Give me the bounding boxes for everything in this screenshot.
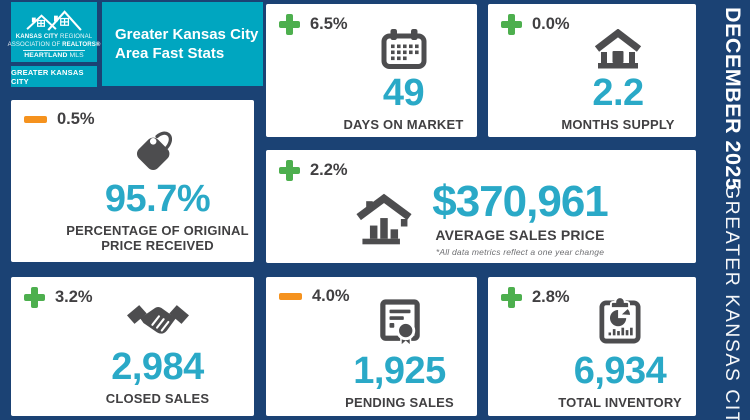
card-days-on-market: 6.5% 49 DAYS ON MARKET <box>266 4 477 137</box>
stat-value: 2,984 <box>111 346 204 388</box>
change-indicator: 4.0% <box>279 287 350 306</box>
stat-value: 2.2 <box>592 72 644 114</box>
report-title-box: Greater Kansas City Area Fast Stats <box>102 2 263 86</box>
logo-divider <box>23 49 85 51</box>
change-value: 0.0% <box>532 15 570 33</box>
stat-label: PERCENTAGE OF ORIGINAL PRICE RECEIVED <box>66 222 249 254</box>
house-chart-icon <box>356 193 412 244</box>
change-indicator: 2.2% <box>279 160 348 181</box>
change-indicator: 0.0% <box>501 14 570 35</box>
change-value: 2.2% <box>310 161 348 179</box>
stat-value: 6,934 <box>573 350 667 392</box>
logo-line-3: HEARTLAND MLS <box>24 52 84 60</box>
calendar-icon <box>381 29 426 69</box>
report-title: Greater Kansas City Area Fast Stats <box>115 25 259 63</box>
logo-text: KANSAS CITY REGIONAL ASSOCIATION OF REAL… <box>8 33 101 61</box>
change-indicator: 2.8% <box>501 287 570 308</box>
realtor-association-logo: KANSAS CITY REGIONAL ASSOCIATION OF REAL… <box>8 2 100 62</box>
handshake-icon <box>126 305 189 334</box>
two-houses-logo-icon <box>26 10 82 31</box>
change-value: 0.5% <box>57 110 95 128</box>
increase-plus-icon <box>279 14 300 35</box>
stat-label: CLOSED SALES <box>105 390 210 406</box>
stat-value: 49 <box>382 72 425 114</box>
card-closed-sales: 3.2% 2,984 CLOSED SALES <box>11 277 254 416</box>
card-total-inventory: 2.8% 6,934 TOTAL INVENTORY <box>488 277 696 416</box>
change-value: 4.0% <box>312 287 350 305</box>
stat-label: DAYS ON MARKET <box>343 116 464 132</box>
change-indicator: 3.2% <box>24 287 93 308</box>
clipboard-chart-icon <box>599 297 641 344</box>
increase-plus-icon <box>501 287 522 308</box>
house-icon <box>594 29 642 69</box>
change-value: 3.2% <box>55 288 93 306</box>
stat-text-block: $370,961 AVERAGE SALES PRICE *All data m… <box>432 177 609 257</box>
footnote: *All data metrics reflect a one year cha… <box>435 246 605 257</box>
card-months-supply: 0.0% 2.2 MONTHS SUPPLY <box>488 4 696 137</box>
decrease-dash-icon <box>279 293 302 300</box>
decrease-dash-icon <box>24 116 47 123</box>
card-average-sales-price: 2.2% $370,961 AVERAGE SALES PRICE *All d… <box>266 150 696 263</box>
stat-content: 2.2 MONTHS SUPPLY <box>488 4 696 137</box>
stat-label: PENDING SALES <box>345 394 454 410</box>
change-indicator: 6.5% <box>279 14 348 35</box>
stat-content: $370,961 AVERAGE SALES PRICE *All data m… <box>266 150 696 263</box>
stat-value: 1,925 <box>353 350 446 392</box>
stat-value: $370,961 <box>432 177 609 227</box>
card-price-received: 0.5% 95.7% PERCENTAGE OF ORIGINAL PRICE … <box>11 100 254 262</box>
stat-label: AVERAGE SALES PRICE <box>435 227 605 244</box>
region-badge: GREATER KANSAS CITY <box>11 66 97 87</box>
change-value: 6.5% <box>310 15 348 33</box>
increase-plus-icon <box>501 14 522 35</box>
increase-plus-icon <box>279 160 300 181</box>
stat-content: 1,925 PENDING SALES <box>266 277 477 416</box>
stat-content: 49 DAYS ON MARKET <box>266 4 477 137</box>
price-tag-icon <box>136 131 172 171</box>
stat-label: TOTAL INVENTORY <box>558 394 682 410</box>
stat-label: MONTHS SUPPLY <box>561 116 675 132</box>
certificate-icon <box>379 299 420 346</box>
card-pending-sales: 4.0% 1,925 PENDING SALES <box>266 277 477 416</box>
logo-line-1: KANSAS CITY REGIONAL <box>15 33 93 40</box>
change-indicator: 0.5% <box>24 110 95 129</box>
sidebar-month-label: DECEMBER 2025 <box>721 7 745 191</box>
region-badge-label: GREATER KANSAS CITY <box>11 67 84 86</box>
logo-line-2: ASSOCIATION OF REALTORS® <box>7 40 101 48</box>
increase-plus-icon <box>24 287 45 308</box>
stat-value: 95.7% <box>104 178 211 220</box>
stat-content: 6,934 TOTAL INVENTORY <box>488 277 696 416</box>
change-value: 2.8% <box>532 288 570 306</box>
sidebar-region-label: GREATER KANSAS CITY <box>721 184 743 420</box>
stat-content: 2,984 CLOSED SALES <box>11 277 254 416</box>
stat-content: 95.7% PERCENTAGE OF ORIGINAL PRICE RECEI… <box>11 100 254 262</box>
